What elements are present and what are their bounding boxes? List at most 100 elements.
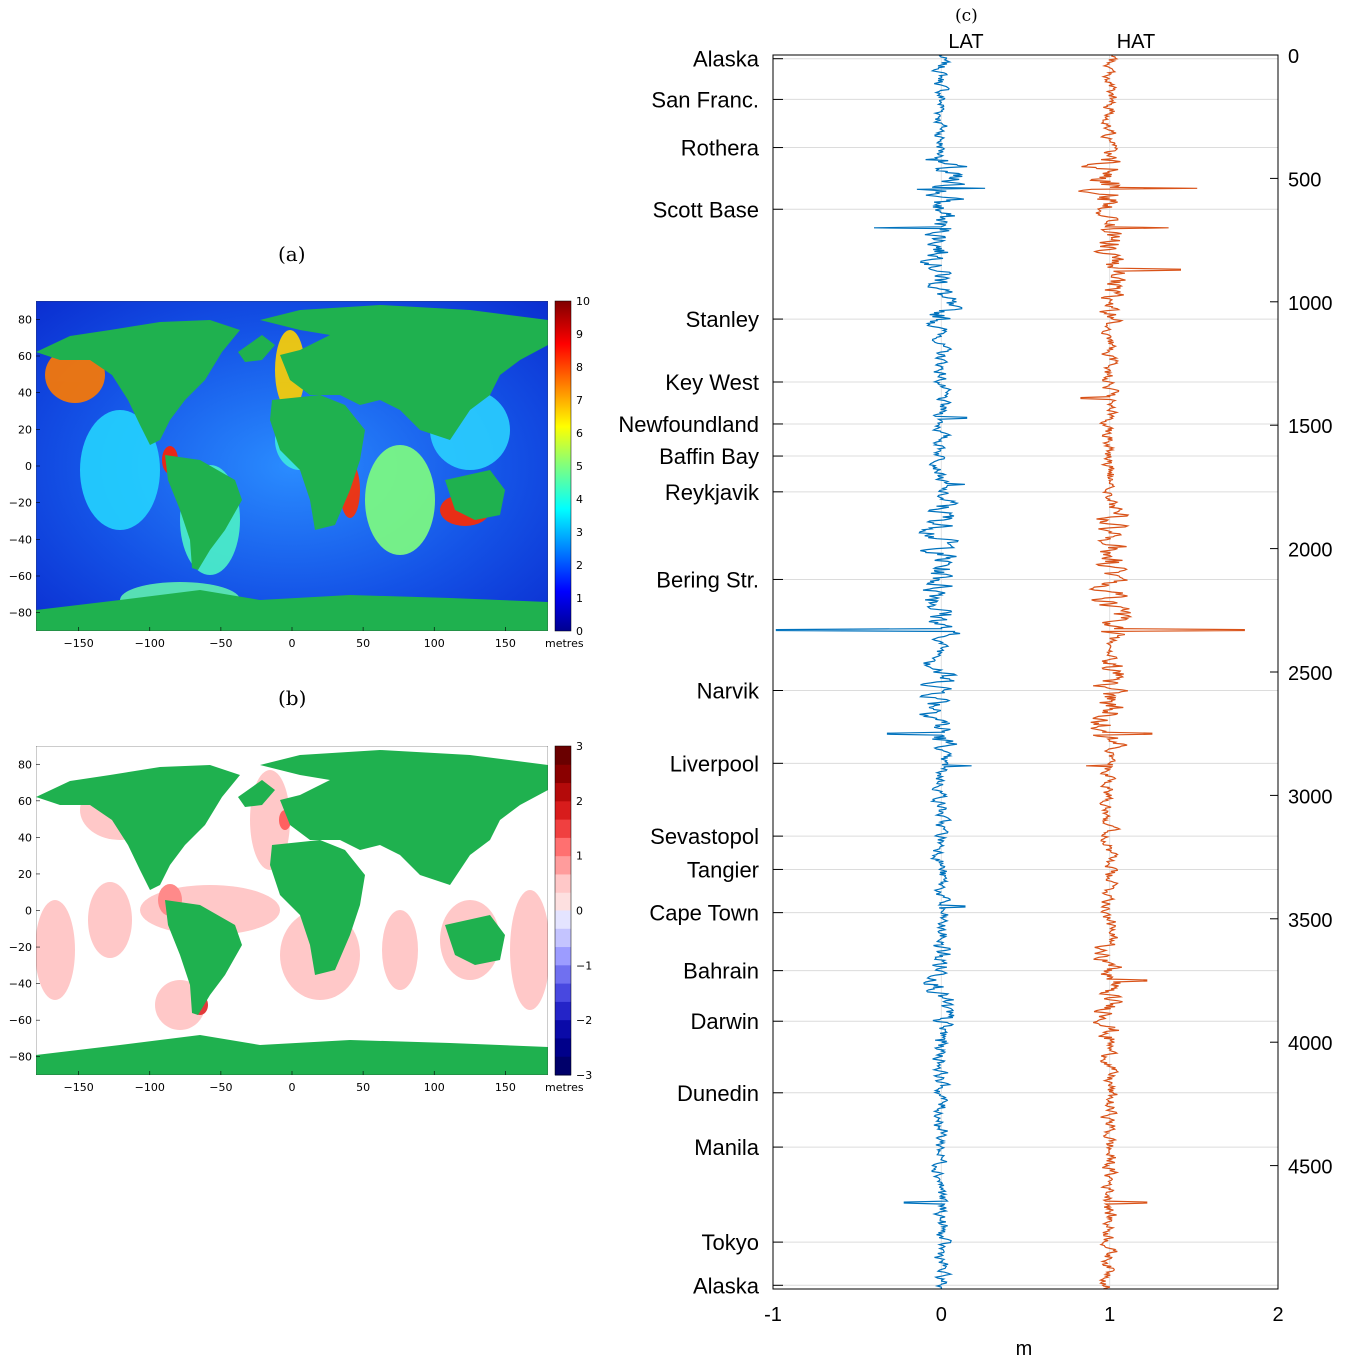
colorbar-tick-label: 4 (576, 493, 583, 506)
station-label: Cape Town (649, 901, 759, 926)
station-label: Baffin Bay (659, 444, 759, 469)
right-tick-label: 1000 (1288, 293, 1333, 315)
colorbar-tick-label: 1 (576, 850, 583, 863)
colorbar-segment (555, 1038, 571, 1058)
right-tick-label: 4500 (1288, 1157, 1333, 1179)
colorbar-tick-label: −1 (576, 959, 592, 972)
colorbar-segment (555, 1020, 571, 1039)
y-tick-label: 20 (18, 868, 32, 881)
y-tick-label: 60 (18, 795, 32, 808)
colorbar-tick-label: 10 (576, 295, 590, 308)
right-tick-label: 1500 (1288, 416, 1333, 438)
right-tick-label: 4000 (1288, 1033, 1333, 1055)
y-tick-label: 0 (25, 460, 32, 473)
x-tick-label: 0 (289, 637, 296, 650)
y-tick-label: −80 (9, 607, 32, 620)
colorbar-segment (555, 892, 571, 911)
y-tick-label: −60 (9, 570, 32, 583)
station-label: Manila (694, 1135, 760, 1160)
colorbar-b (554, 745, 572, 1076)
axes-b: −150 −100 −50 0 50 100 150806040200−20−40−60−8… (9, 740, 592, 1094)
y-tick-label: −60 (9, 1014, 32, 1027)
station-label: Sevastopol (650, 824, 759, 849)
y-tick-label: 40 (18, 387, 32, 400)
y-tick-label: −20 (9, 497, 32, 510)
colorbar-tick-label: 5 (576, 460, 583, 473)
colorbar-frame (554, 745, 572, 1076)
colorbar-segment (555, 1056, 571, 1076)
axes-a: −150 −100 −50 0 50 100 150806040200−20−40−60−8… (9, 295, 590, 650)
y-tick-label: −40 (9, 978, 32, 991)
right-tick-label: 2500 (1288, 663, 1333, 685)
chart-c-grid (772, 55, 1279, 1289)
right-tick-label: 2000 (1288, 540, 1333, 562)
station-label: Tokyo (702, 1230, 759, 1255)
x-tick-label: 0 (289, 1081, 296, 1094)
right-tick-label: 0 (1288, 46, 1299, 68)
x-tick-label: 150 (495, 1081, 516, 1094)
x-tick-label: -1 (764, 1304, 782, 1326)
chart-c-frame (772, 54, 1279, 1290)
colorbar-unit-label: metres (545, 637, 584, 650)
land-b (36, 750, 548, 1075)
colorbar-tick-label: 6 (576, 427, 583, 440)
station-label: Alaska (693, 47, 760, 72)
series-lat-line (775, 54, 986, 1290)
colorbar-tick-label: 1 (576, 592, 583, 605)
colorbar-segment (555, 910, 571, 930)
y-tick-label: 40 (18, 831, 32, 844)
x-tick-label: 100 (424, 637, 445, 650)
station-label: San Franc. (651, 87, 759, 112)
colorbar-tick-label: −2 (576, 1014, 592, 1027)
colorbar-segment (555, 819, 571, 838)
colorbar-tick-label: 0 (576, 625, 583, 638)
station-label: Reykjavik (665, 480, 760, 505)
station-label: Alaska (693, 1273, 760, 1298)
y-tick-label: 80 (18, 313, 32, 326)
station-label: Bering Str. (656, 567, 759, 592)
x-tick-label: 150 (495, 637, 516, 650)
y-tick-label: 80 (18, 758, 32, 771)
colorbar-segment (555, 782, 571, 802)
colorbar-tick-label: 8 (576, 361, 583, 374)
y-tick-label: −40 (9, 533, 32, 546)
x-tick-label: −150 (64, 637, 94, 650)
colorbar-segment (555, 873, 571, 893)
colorbar-segment (555, 746, 571, 765)
y-tick-label: 0 (25, 905, 32, 918)
colorbar-segment (555, 837, 571, 857)
station-label: Stanley (686, 307, 759, 332)
station-label: Key West (665, 370, 759, 395)
y-tick-label: −80 (9, 1051, 32, 1064)
series-hat-line (1078, 54, 1245, 1290)
colorbar-segment (555, 855, 571, 875)
colorbar-segment (555, 800, 571, 820)
station-label: Liverpool (670, 751, 759, 776)
x-tick-label: −100 (135, 1081, 165, 1094)
colorbar-segment (555, 965, 571, 985)
chart-c-ticks: -1 0 1 2 Alaska San Franc. Rothera Scott Base St… (618, 46, 1332, 1326)
x-tick-label: −100 (135, 637, 165, 650)
station-label: Rothera (681, 136, 760, 161)
chart-c: -1 0 1 2 Alaska San Franc. Rothera Scott Base St… (618, 31, 1332, 1360)
station-label: Dunedin (677, 1081, 759, 1106)
station-label: Newfoundland (618, 412, 759, 437)
chart-c-series (775, 54, 1245, 1290)
x-tick-label: 0 (936, 1304, 947, 1326)
panel-c-title: (c) (955, 6, 978, 26)
station-label: Darwin (691, 1009, 759, 1034)
colorbar-segment (555, 764, 571, 784)
colorbar-tick-label: 2 (576, 795, 583, 808)
legend-lat-label: LAT (948, 31, 983, 53)
map-b (36, 746, 548, 1075)
x-tick-label: −50 (209, 637, 232, 650)
colorbar-tick-label: −3 (576, 1069, 592, 1082)
panel-b-title: (b) (278, 686, 307, 710)
station-label: Bahrain (683, 959, 759, 984)
station-label: Narvik (697, 679, 760, 704)
x-tick-label: 1 (1104, 1304, 1115, 1326)
colorbar-tick-label: 3 (576, 526, 583, 539)
colorbar-tick-label: 2 (576, 559, 583, 572)
colorbar-tick-label: 7 (576, 394, 583, 407)
